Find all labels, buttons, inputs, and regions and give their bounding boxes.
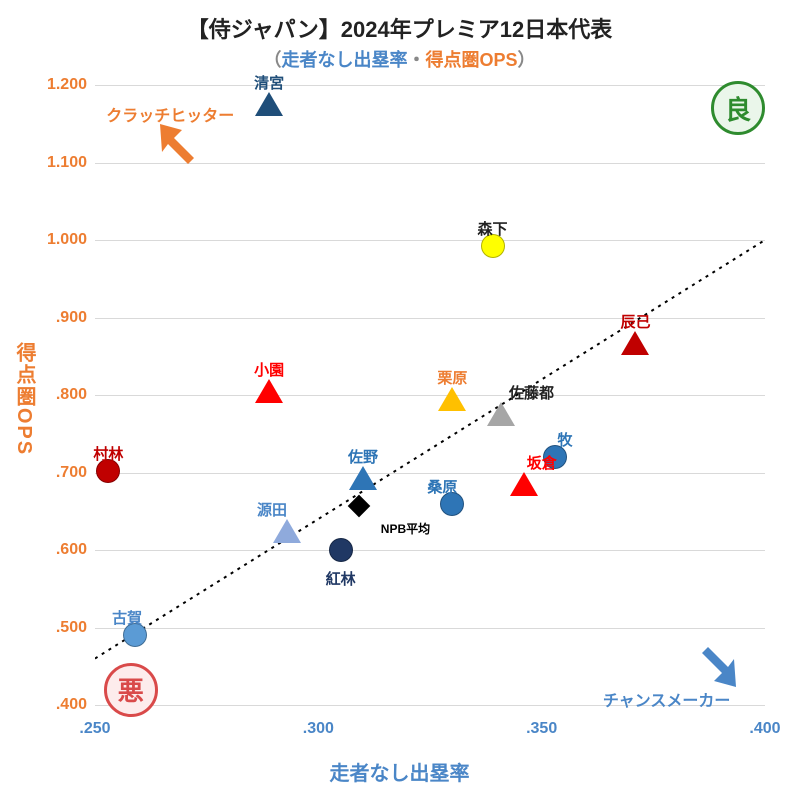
y-tick-label: 1.200 — [47, 76, 87, 94]
data-point — [359, 506, 375, 522]
subtitle-dot: ・ — [407, 50, 425, 70]
point-label: 坂倉 — [527, 452, 557, 473]
point-label: 清宮 — [254, 72, 284, 93]
data-point — [329, 538, 353, 562]
data-point — [621, 335, 649, 359]
y-tick-label: .900 — [56, 309, 87, 327]
point-label: 村林 — [93, 443, 123, 464]
subtitle-part2: 得点圏OPS — [425, 50, 517, 70]
triangle-marker — [255, 379, 283, 403]
point-label: 源田 — [257, 499, 287, 520]
data-point — [487, 406, 515, 430]
gridline — [95, 550, 765, 551]
plot-area: 清宮森下辰己小園栗原佐藤都牧村林佐野坂倉桑原NPB平均源田紅林古賀良悪クラッチヒ… — [95, 85, 765, 705]
gridline — [95, 318, 765, 319]
triangle-marker — [349, 466, 377, 490]
data-point — [510, 476, 538, 500]
data-point — [255, 96, 283, 120]
diamond-marker — [348, 494, 371, 517]
y-tick-label: .800 — [56, 386, 87, 404]
y-axis-label: 得点圏OPS — [10, 342, 39, 456]
triangle-marker — [273, 519, 301, 543]
chance-maker-arrow-icon — [690, 641, 740, 691]
point-label: 紅林 — [326, 568, 356, 589]
point-label: 森下 — [478, 218, 508, 239]
point-label: 古賀 — [112, 607, 142, 628]
triangle-marker — [487, 402, 515, 426]
data-point — [438, 391, 466, 415]
point-label: 佐藤都 — [509, 382, 554, 403]
point-label: 栗原 — [437, 367, 467, 388]
triangle-marker — [438, 387, 466, 411]
subtitle-paren-open: （ — [263, 50, 281, 70]
point-label: 牧 — [558, 429, 573, 450]
triangle-marker — [255, 92, 283, 116]
y-tick-label: .700 — [56, 464, 87, 482]
gridline — [95, 240, 765, 241]
y-tick-label: .400 — [56, 696, 87, 714]
circle-marker — [329, 538, 353, 562]
data-point — [349, 470, 377, 494]
badge-bad: 悪 — [104, 663, 158, 717]
data-point — [255, 383, 283, 407]
chart-container: 【侍ジャパン】2024年プレミア12日本代表 （走者なし出塁率・得点圏OPS） … — [0, 0, 799, 798]
chart-title: 【侍ジャパン】2024年プレミア12日本代表 — [0, 12, 799, 44]
trend-line — [95, 240, 765, 659]
point-label: 小園 — [254, 359, 284, 380]
triangle-marker — [510, 472, 538, 496]
badge-good: 良 — [711, 81, 765, 135]
point-label: 辰己 — [620, 311, 650, 332]
triangle-marker — [621, 331, 649, 355]
y-tick-label: 1.000 — [47, 231, 87, 249]
data-point — [273, 523, 301, 547]
gridline — [95, 628, 765, 629]
y-tick-label: .500 — [56, 619, 87, 637]
chart-subtitle: （走者なし出塁率・得点圏OPS） — [0, 46, 799, 72]
subtitle-part1: 走者なし出塁率 — [281, 50, 407, 70]
y-tick-label: .600 — [56, 541, 87, 559]
gridline — [95, 85, 765, 86]
gridline — [95, 473, 765, 474]
y-tick-label: 1.100 — [47, 154, 87, 172]
subtitle-paren-close: ） — [518, 50, 536, 70]
x-tick-label: .400 — [749, 720, 780, 738]
x-tick-label: .250 — [79, 720, 110, 738]
point-label: NPB平均 — [381, 520, 430, 537]
gridline — [95, 395, 765, 396]
x-axis-label: 走者なし出塁率 — [0, 757, 799, 786]
point-label: 桑原 — [427, 476, 457, 497]
x-tick-label: .350 — [526, 720, 557, 738]
point-label: 佐野 — [348, 446, 378, 467]
x-tick-label: .300 — [303, 720, 334, 738]
clutch-hitter-arrow-icon — [156, 120, 206, 170]
